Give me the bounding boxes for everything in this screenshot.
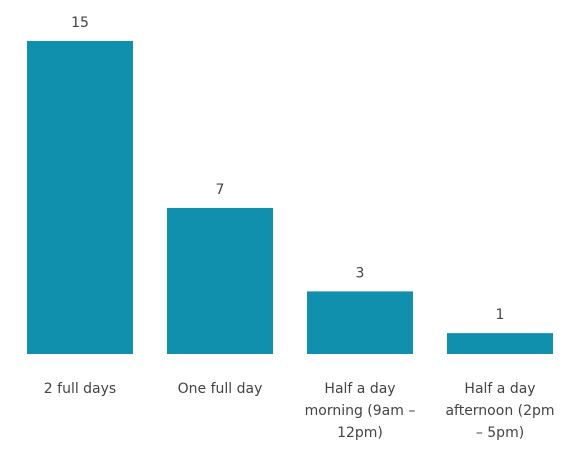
category-label: Half a day afternoon (2pm – 5pm) [445, 381, 555, 441]
category-label: One full day [177, 381, 263, 397]
bar [447, 333, 553, 354]
bar [167, 207, 273, 354]
data-label: 3 [356, 265, 365, 281]
data-label: 15 [71, 15, 89, 31]
data-label: 7 [216, 182, 225, 198]
category-label: Half a day morning (9am – 12pm) [304, 381, 416, 441]
category-label: 2 full days [43, 381, 117, 397]
bar [27, 41, 133, 354]
data-label: 1 [496, 307, 505, 323]
bar [307, 291, 413, 354]
